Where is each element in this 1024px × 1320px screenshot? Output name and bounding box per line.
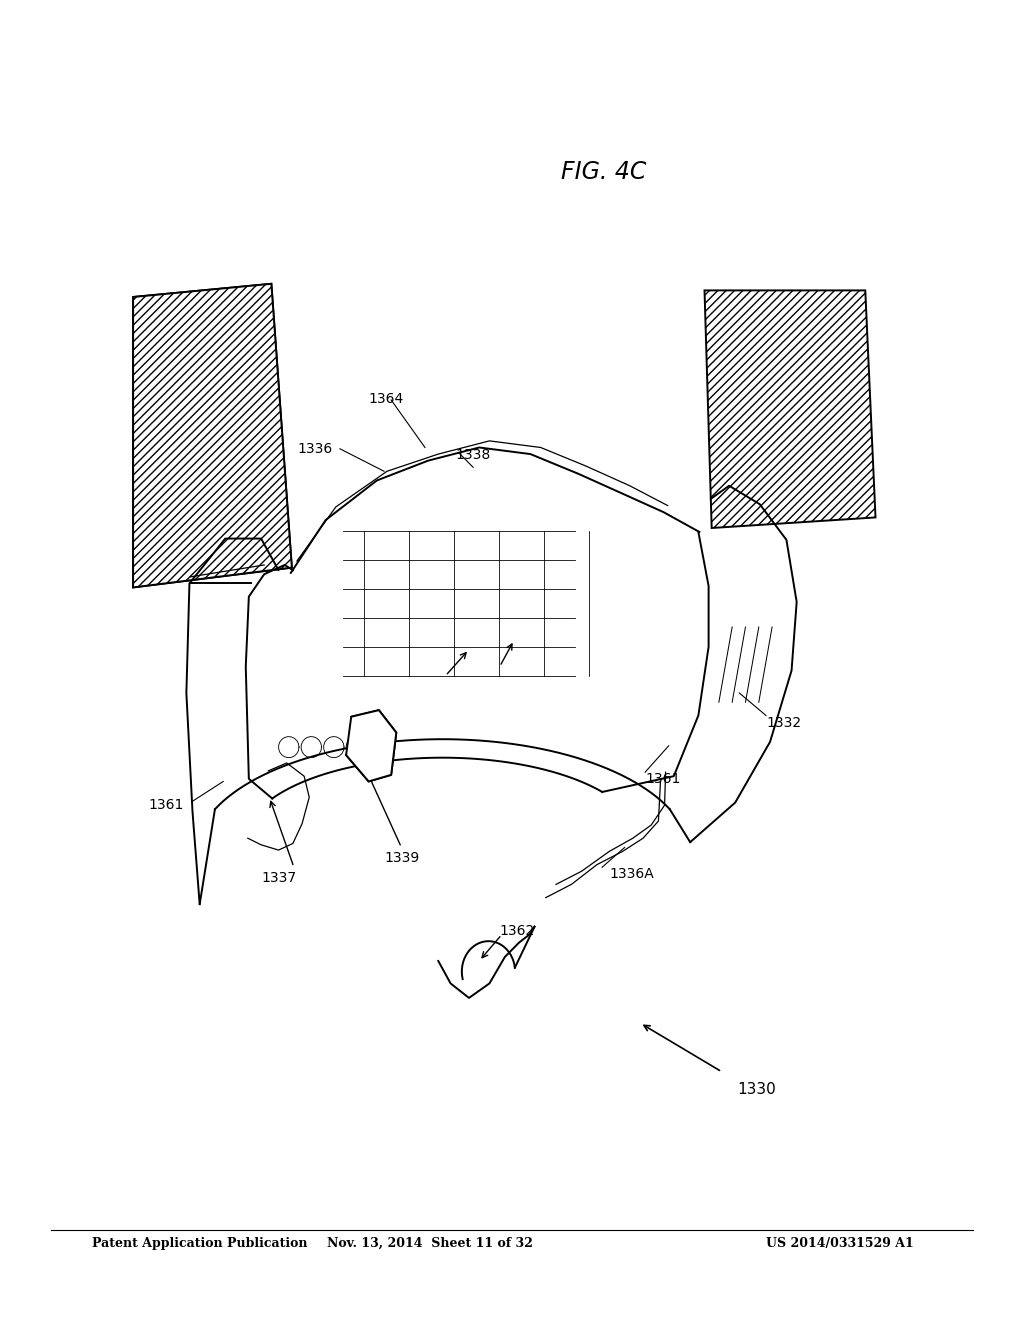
Text: 1361: 1361 <box>645 772 681 785</box>
Text: 1336: 1336 <box>298 442 333 455</box>
Text: 1330: 1330 <box>737 1081 776 1097</box>
Text: FIG. 4C: FIG. 4C <box>561 160 647 183</box>
Text: 1361: 1361 <box>148 799 184 812</box>
Text: 1337: 1337 <box>261 871 296 884</box>
Polygon shape <box>705 290 876 528</box>
Text: 1336A: 1336A <box>609 867 654 880</box>
Polygon shape <box>346 710 396 781</box>
Polygon shape <box>133 284 292 587</box>
Text: 1362: 1362 <box>500 924 535 937</box>
Polygon shape <box>133 284 292 587</box>
Text: 1338: 1338 <box>456 449 490 462</box>
Text: 1364: 1364 <box>369 392 403 405</box>
Text: 1332: 1332 <box>766 717 801 730</box>
Text: 1339: 1339 <box>384 851 419 865</box>
Text: Nov. 13, 2014  Sheet 11 of 32: Nov. 13, 2014 Sheet 11 of 32 <box>327 1237 534 1250</box>
Text: US 2014/0331529 A1: US 2014/0331529 A1 <box>766 1237 913 1250</box>
Text: Patent Application Publication: Patent Application Publication <box>92 1237 307 1250</box>
